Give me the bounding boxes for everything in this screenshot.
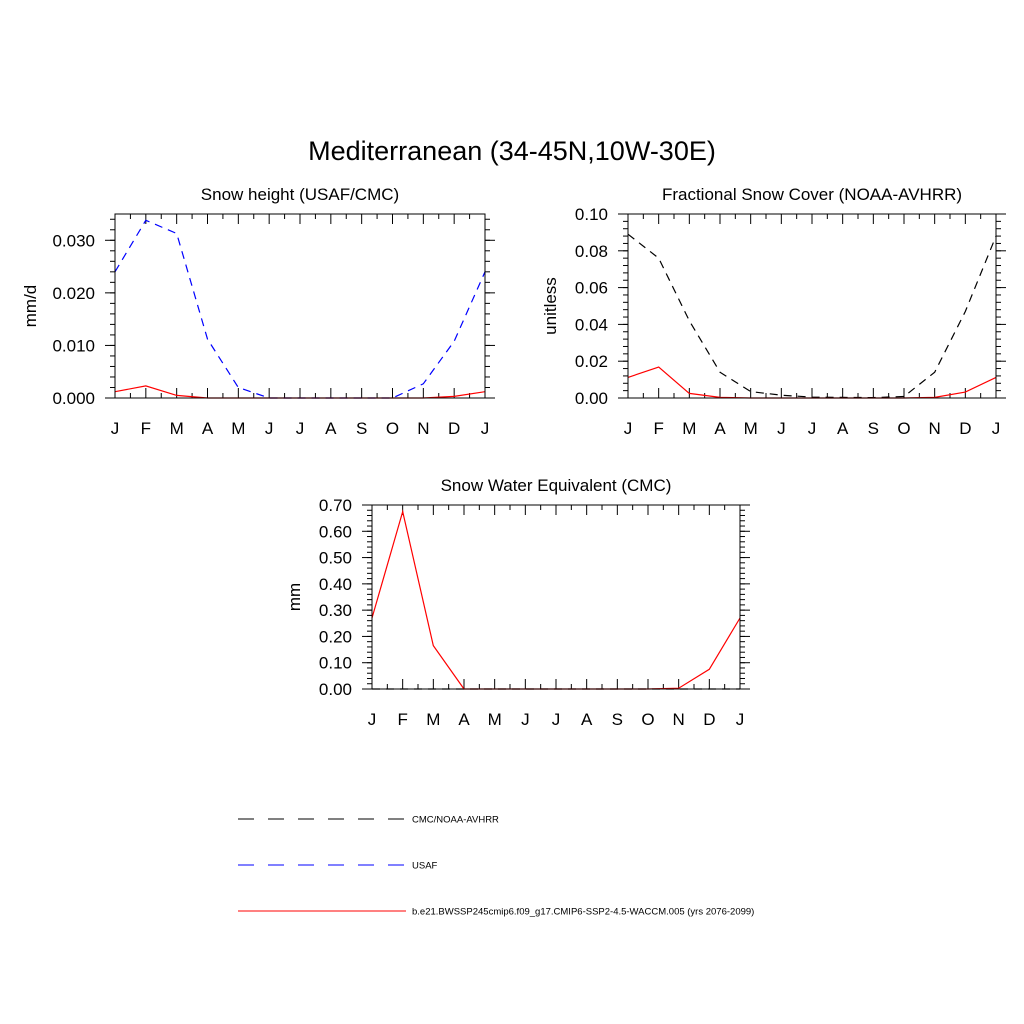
x-tick-label: J: [992, 419, 1001, 438]
x-tick-label: A: [837, 419, 849, 438]
plot-frame: [627, 213, 997, 399]
plot-frame: [371, 504, 741, 690]
x-tick-label: M: [488, 710, 502, 729]
x-tick-label: M: [231, 419, 245, 438]
y-tick-label: 0.10: [575, 205, 608, 224]
y-axis-label: unitless: [541, 277, 560, 335]
x-tick-label: D: [959, 419, 971, 438]
x-tick-label: O: [641, 710, 654, 729]
y-tick-label: 0.020: [52, 284, 95, 303]
x-tick-label: J: [624, 419, 633, 438]
x-tick-label: J: [736, 710, 745, 729]
y-tick-label: 0.50: [319, 549, 352, 568]
y-tick-label: 0.030: [52, 231, 95, 250]
x-tick-label: A: [458, 710, 470, 729]
x-tick-label: N: [673, 710, 685, 729]
fractional-snow-cover-panel: Fractional Snow Cover (NOAA-AVHRR) unitle…: [541, 185, 1006, 438]
panel-title: Fractional Snow Cover (NOAA-AVHRR): [662, 185, 962, 204]
x-tick-label: A: [581, 710, 593, 729]
x-tick-label: A: [325, 419, 337, 438]
x-tick-label: D: [703, 710, 715, 729]
x-tick-label: J: [777, 419, 786, 438]
x-tick-label: N: [417, 419, 429, 438]
x-tick-label: F: [653, 419, 663, 438]
y-tick-label: 0.010: [52, 336, 95, 355]
y-axis-label: mm/d: [21, 285, 40, 328]
series-line: [371, 509, 741, 690]
snow-height-panel: Snow height (USAF/CMC)mm/dJ F M A M J J A S O N D J0…: [21, 185, 495, 438]
x-tick-label: O: [897, 419, 910, 438]
x-tick-label: N: [929, 419, 941, 438]
y-tick-label: 0.02: [575, 352, 608, 371]
y-tick-label: 0.000: [52, 389, 95, 408]
y-tick-label: 0.08: [575, 242, 608, 261]
y-tick-label: 0.60: [319, 522, 352, 541]
x-tick-label: J: [111, 419, 120, 438]
figure-title: Mediterranean (34-45N,10W-30E): [308, 136, 716, 166]
y-tick-label: 0.06: [575, 279, 608, 298]
y-tick-label: 0.10: [319, 654, 352, 673]
x-tick-label: J: [521, 710, 530, 729]
legend-label: USAF: [412, 861, 438, 872]
snow-water-equivalent-panel: Snow Water Equivalent (CMC)mmJ F M A M J J A S O N…: [285, 476, 750, 729]
y-tick-label: 0.00: [575, 389, 608, 408]
y-tick-label: 0.04: [575, 315, 608, 334]
x-tick-label: O: [386, 419, 399, 438]
x-tick-label: S: [356, 419, 367, 438]
panel-title: Snow Water Equivalent (CMC): [441, 476, 672, 495]
y-tick-label: 0.30: [319, 601, 352, 620]
x-tick-label: J: [481, 419, 490, 438]
x-tick-label: F: [141, 419, 151, 438]
series-line: [627, 233, 997, 399]
x-tick-label: M: [682, 419, 696, 438]
x-tick-label: J: [265, 419, 274, 438]
legend: CMC/NOAA-AVHRR USAF b.e21.BWSSP245cmip6.f0…: [238, 815, 754, 918]
x-tick-label: J: [808, 419, 817, 438]
y-axis-label: mm: [285, 583, 304, 611]
x-tick-label: J: [296, 419, 305, 438]
panel-title: Snow height (USAF/CMC): [201, 185, 399, 204]
x-tick-label: M: [744, 419, 758, 438]
x-tick-label: M: [170, 419, 184, 438]
x-tick-label: D: [448, 419, 460, 438]
x-tick-label: J: [552, 710, 561, 729]
y-tick-label: 0.70: [319, 496, 352, 515]
x-tick-label: S: [612, 710, 623, 729]
legend-label: b.e21.BWSSP245cmip6.f09_g17.CMIP6-SSP2-4…: [412, 907, 754, 918]
y-tick-label: 0.00: [319, 680, 352, 699]
x-tick-label: S: [868, 419, 879, 438]
legend-label: CMC/NOAA-AVHRR: [412, 815, 499, 826]
series-line: [114, 219, 486, 399]
x-tick-label: A: [714, 419, 726, 438]
x-tick-label: J: [368, 710, 377, 729]
plot-frame: [114, 213, 486, 399]
y-tick-label: 0.20: [319, 627, 352, 646]
y-tick-label: 0.40: [319, 575, 352, 594]
x-tick-label: M: [426, 710, 440, 729]
x-tick-label: F: [397, 710, 407, 729]
x-tick-label: A: [202, 419, 214, 438]
